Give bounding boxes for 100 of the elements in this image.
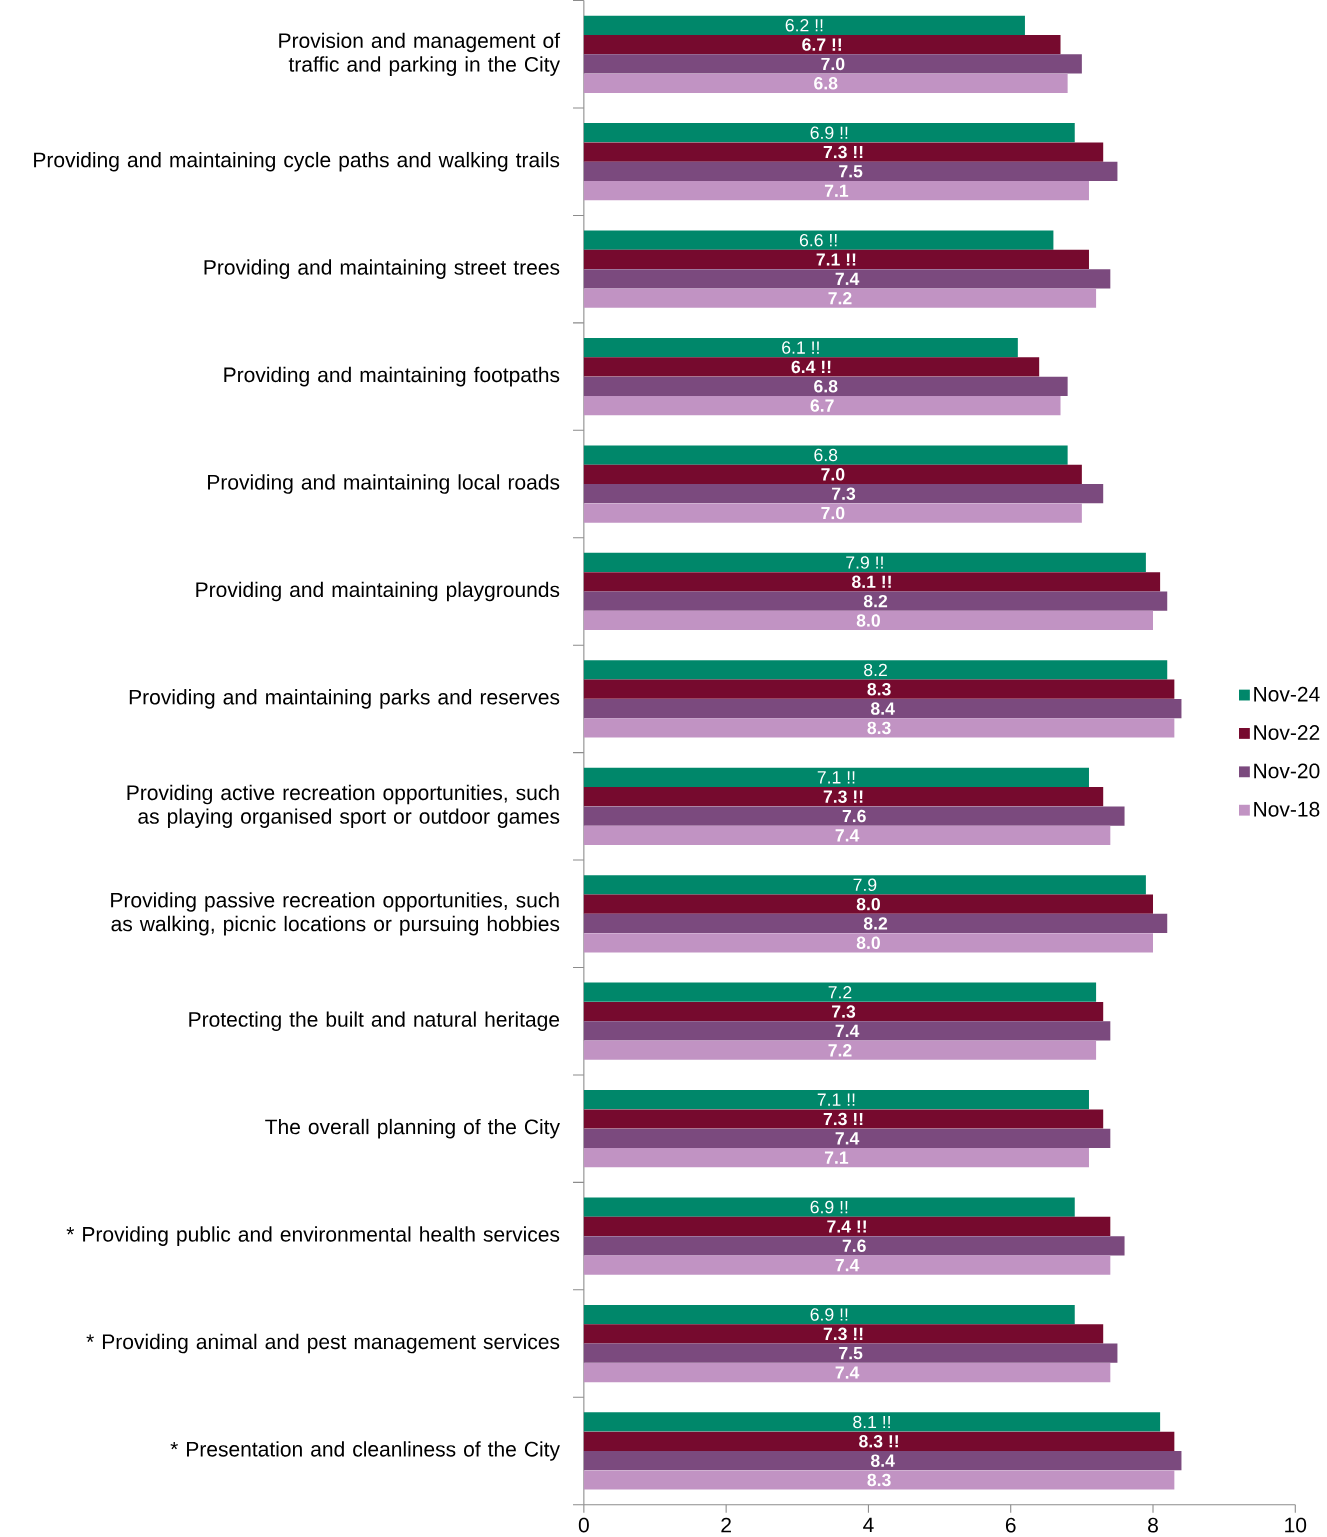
y-tick-label: Providing and maintaining footpaths: [224, 366, 560, 387]
bar: [583, 269, 1111, 289]
data-label: 7.4: [835, 829, 860, 842]
data-label: 7.6: [842, 809, 866, 823]
y-tick-label: Providing passive recreation opportunities, such as walking, picnic locations or pursuing hobbies: [111, 892, 560, 936]
data-label: 7.4: [835, 1024, 860, 1037]
bar: [583, 337, 1018, 358]
bar: [583, 982, 1097, 1002]
bar: [583, 1343, 1118, 1363]
bar: [583, 1255, 1111, 1275]
bar: [583, 913, 1168, 934]
x-tick-label: 6: [1005, 1517, 1016, 1533]
data-label: 8.3 !!: [859, 1435, 898, 1448]
bar: [583, 1021, 1111, 1041]
data-label: 8.3: [867, 682, 891, 696]
data-label: 7.4: [835, 1132, 860, 1145]
bar: [583, 1216, 1111, 1237]
bar: [583, 15, 1025, 35]
data-label: 7.1 !!: [816, 253, 856, 266]
legend-label: Nov-18: [1254, 801, 1320, 817]
bar: [583, 357, 1040, 377]
bar: [583, 1236, 1125, 1256]
y-tick-label: Providing and maintaining playgrounds: [196, 581, 560, 602]
data-label: 7.1: [824, 1151, 849, 1164]
x-tick-label: 10: [1285, 1517, 1307, 1533]
bar: [583, 1412, 1161, 1432]
data-label: 7.0: [821, 468, 845, 481]
data-label: 8.1 !!: [853, 1415, 890, 1429]
bar: [583, 484, 1104, 504]
data-label: 8.0: [856, 897, 880, 911]
data-label: 6.2 !!: [785, 19, 823, 32]
bar: [583, 1148, 1089, 1168]
bar: [583, 718, 1175, 738]
y-tick-label: Providing and maintaining street trees: [204, 259, 560, 279]
data-label: 6.9 !!: [810, 1200, 848, 1214]
bar: [583, 806, 1125, 826]
bar: [583, 464, 1082, 484]
data-label: 8.0: [856, 614, 880, 627]
bar: [583, 1324, 1104, 1344]
data-label: 7.3 !!: [823, 145, 863, 159]
bar: [583, 288, 1097, 308]
data-label: 7.9: [853, 878, 877, 892]
data-label: 6.6 !!: [799, 233, 837, 247]
bar: [583, 572, 1161, 592]
data-label: 6.4 !!: [791, 360, 831, 374]
bar: [583, 503, 1082, 523]
bar: [583, 875, 1146, 895]
bar: [583, 445, 1068, 465]
data-label: 8.2: [864, 663, 887, 677]
bar: [583, 249, 1089, 270]
data-label: 7.3 !!: [823, 1112, 863, 1126]
bar: [583, 376, 1068, 396]
data-label: 7.0: [821, 57, 845, 71]
bar: [583, 54, 1082, 74]
data-label: 7.3 !!: [823, 790, 863, 803]
bar: [583, 825, 1111, 845]
bar: [583, 552, 1146, 573]
data-label: 7.6: [842, 1239, 866, 1253]
data-label: 8.3: [867, 1473, 891, 1487]
legend-label: Nov-20: [1254, 763, 1320, 779]
y-tick-label: Providing and maintaining cycle paths and walking trails: [34, 151, 560, 172]
bar: [583, 787, 1104, 807]
data-label: 8.0: [856, 936, 880, 950]
bar: [583, 1470, 1175, 1490]
data-label: 7.1: [824, 184, 849, 197]
bar: [583, 73, 1068, 93]
data-label: 6.9 !!: [810, 126, 848, 139]
bar: [583, 1431, 1175, 1451]
data-label: 7.3: [832, 1005, 856, 1018]
bar: [583, 1109, 1104, 1129]
y-tick-label: Providing and maintaining parks and reserves: [129, 689, 560, 709]
y-tick-label: Provision and management of traffic and parking in the City: [279, 32, 561, 76]
data-label: 6.8: [814, 448, 838, 462]
x-tick-label: 2: [721, 1517, 731, 1533]
data-label: 7.2: [828, 986, 852, 999]
y-tick-label: * Providing public and environmental health services: [66, 1226, 560, 1246]
legend-label: Nov-24: [1254, 686, 1320, 702]
bar: [583, 1090, 1089, 1110]
bar: [583, 123, 1075, 143]
data-label: 6.8: [814, 77, 838, 90]
bar: [583, 610, 1153, 631]
bar: [583, 181, 1089, 201]
y-tick-label: Protecting the built and natural heritage: [189, 1011, 560, 1032]
bar: [583, 1304, 1075, 1325]
data-label: 7.1 !!: [817, 1093, 855, 1106]
data-label: 8.2: [863, 917, 888, 930]
data-label: 6.7 !!: [802, 38, 842, 51]
y-tick-label: * Providing animal and pest management services: [86, 1333, 560, 1354]
data-label: 7.5: [839, 1347, 863, 1360]
bar: [583, 591, 1168, 611]
bar: [583, 161, 1118, 181]
x-tick-label: 8: [1148, 1517, 1158, 1533]
bar: [583, 933, 1153, 953]
legend-label: Nov-22: [1254, 725, 1320, 740]
data-label: 7.9 !!: [846, 556, 883, 569]
bar: [583, 1001, 1104, 1022]
data-label: 7.5: [839, 165, 863, 178]
data-label: 6.7: [810, 399, 834, 412]
bar: [583, 230, 1054, 250]
bar: [583, 679, 1175, 699]
